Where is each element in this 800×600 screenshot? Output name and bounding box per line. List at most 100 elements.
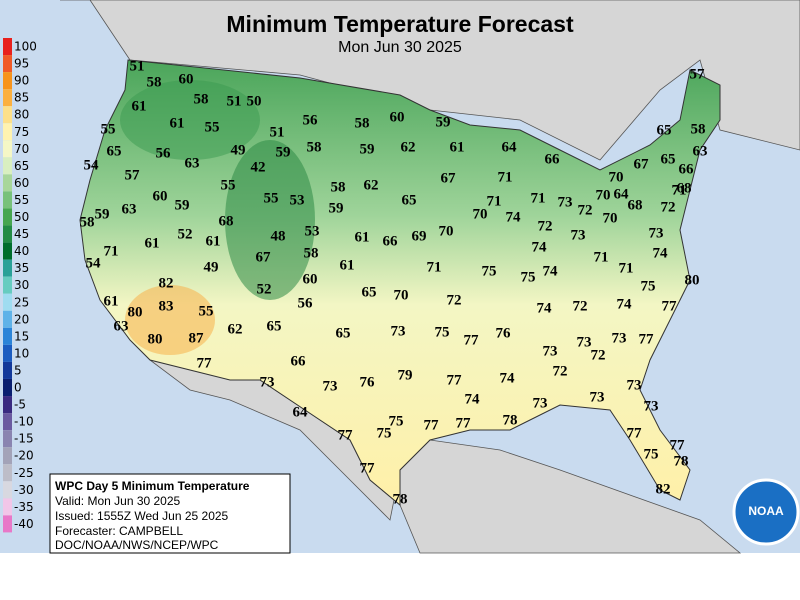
temperature-label: 75 [641,278,656,294]
legend-swatch [3,498,12,516]
legend-label: 100 [14,40,37,54]
temperature-label: 52 [257,281,272,297]
legend-label: -40 [14,517,34,531]
legend-label: 90 [14,74,29,88]
temperature-label: 82 [159,275,174,291]
temperature-label: 65 [362,284,377,300]
legend-label: 20 [14,312,29,326]
subtitle: Mon Jun 30 2025 [338,39,462,56]
temperature-label: 58 [307,139,322,155]
legend-label: 45 [14,227,29,241]
legend-swatch [3,379,12,396]
legend-label: 35 [14,261,29,275]
temperature-label: 65 [107,143,122,159]
temperature-label: 58 [691,121,706,137]
temperature-label: 58 [147,74,162,90]
temperature-label: 71 [594,249,609,265]
temperature-label: 73 [543,343,558,359]
temperature-label: 71 [104,243,119,259]
legend-label: 75 [14,125,29,139]
temperature-label: 49 [204,259,219,275]
temperature-label: 66 [679,161,695,177]
temperature-label: 73 [571,227,586,243]
temperature-label: 77 [338,427,354,443]
legend-label: 60 [14,176,29,190]
temperature-label: 70 [603,210,618,226]
legend-swatch [3,310,12,328]
temperature-label: 73 [391,323,406,339]
temperature-label: 78 [393,491,408,507]
temperature-label: 61 [132,98,147,114]
legend-swatch [3,259,12,277]
temperature-label: 63 [114,318,129,334]
temperature-label: 70 [439,223,454,239]
noaa-logo [732,478,800,546]
temperature-label: 68 [677,180,692,196]
legend-label: 10 [14,346,29,360]
temperature-label: 52 [178,226,193,242]
temperature-label: 73 [260,374,275,390]
legend-swatch [3,55,12,73]
info-valid: Valid: Mon Jun 30 2025 [55,494,181,508]
temperature-label: 71 [531,190,546,206]
temperature-label: 50 [247,93,262,109]
legend-swatch [3,89,12,107]
temperature-label: 59 [360,141,375,157]
temperature-label: 51 [227,93,242,109]
temperature-label: 60 [303,271,318,287]
temperature-label: 70 [473,206,488,222]
temperature-label: 42 [251,159,266,175]
temperature-label: 54 [86,255,102,271]
temperature-label: 59 [276,144,291,160]
temperature-label: 59 [436,114,451,130]
temperature-label: 74 [537,300,553,316]
southwest-shade [125,285,215,355]
temperature-label: 74 [653,245,669,261]
temperature-label: 73 [644,398,659,414]
legend-label: -10 [14,415,34,429]
info-issued: Issued: 1555Z Wed Jun 25 2025 [55,509,229,523]
legend-label: -15 [14,432,34,446]
temperature-label: 73 [577,334,592,350]
temperature-label: 76 [360,374,376,390]
temperature-label: 83 [159,298,174,314]
legend-swatch [3,396,12,414]
temperature-label: 74 [532,239,548,255]
temperature-label: 70 [609,169,624,185]
temperature-label: 53 [290,192,305,208]
temperature-label: 74 [506,209,522,225]
temperature-label: 71 [487,193,502,209]
temperature-label: 65 [402,192,417,208]
legend-label: -25 [14,466,34,480]
temperature-label: 64 [614,186,630,202]
temperature-label: 62 [364,177,379,193]
temperature-label: 61 [340,257,355,273]
temperature-label: 65 [657,122,672,138]
temperature-label: 56 [156,145,172,161]
temperature-label: 75 [482,263,497,279]
legend-label: 0 [14,381,22,395]
legend-label: 15 [14,329,29,343]
temperature-label: 51 [130,58,145,74]
temperature-label: 60 [390,109,405,125]
temperature-label: 64 [502,139,518,155]
temperature-label: 65 [267,318,282,334]
temperature-label: 73 [627,377,642,393]
temperature-label: 59 [175,197,190,213]
temperature-label: 73 [590,389,605,405]
info-source: DOC/NOAA/NWS/NCEP/WPC [55,538,219,552]
legend-swatch [3,293,12,311]
temperature-label: 55 [199,303,214,319]
temperature-label: 71 [498,169,513,185]
legend-label: 65 [14,159,29,173]
temperature-label: 59 [95,206,110,222]
temperature-label: 62 [401,139,416,155]
temperature-label: 77 [670,437,686,453]
temperature-label: 51 [270,124,285,140]
legend-label: 30 [14,278,29,292]
temperature-label: 72 [447,292,462,308]
temperature-label: 61 [206,233,221,249]
temperature-label: 67 [634,156,650,172]
